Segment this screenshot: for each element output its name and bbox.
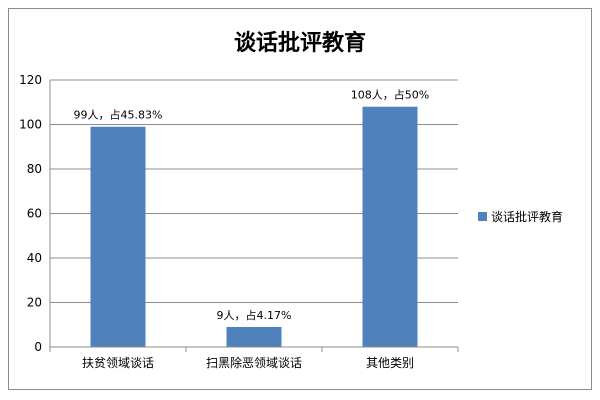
legend-swatch	[478, 212, 487, 221]
data-label: 99人，占45.83%	[74, 108, 163, 122]
chart-title: 谈话批评教育	[234, 30, 366, 56]
x-category-label: 其他类别	[366, 356, 414, 370]
bar[interactable]	[90, 126, 146, 347]
y-tick-label: 40	[27, 251, 42, 265]
bar[interactable]	[362, 106, 418, 347]
data-label: 9人，占4.17%	[217, 308, 292, 322]
y-tick-label: 120	[19, 73, 42, 87]
bar[interactable]	[226, 326, 282, 347]
x-axis: 扶贫领域谈话 扫黑除恶领域谈话 其他类别	[49, 346, 459, 370]
legend[interactable]: 谈话批评教育	[478, 209, 563, 224]
y-tick-label: 80	[27, 162, 42, 176]
y-tick-label: 100	[19, 118, 42, 132]
x-category-label: 扶贫领域谈话	[82, 355, 154, 370]
bars	[90, 106, 418, 347]
data-label: 108人，占50%	[351, 88, 429, 102]
x-category-label: 扫黑除恶领域谈话	[206, 355, 302, 370]
y-tick-label: 20	[27, 296, 42, 310]
y-tick-label: 0	[34, 340, 42, 354]
legend-label: 谈话批评教育	[491, 209, 563, 224]
y-axis: 0 20 40 60 80 100 120	[19, 73, 51, 354]
y-tick-label: 60	[27, 207, 42, 221]
data-labels: 99人，占45.83% 9人，占4.17% 108人，占50%	[74, 88, 430, 322]
